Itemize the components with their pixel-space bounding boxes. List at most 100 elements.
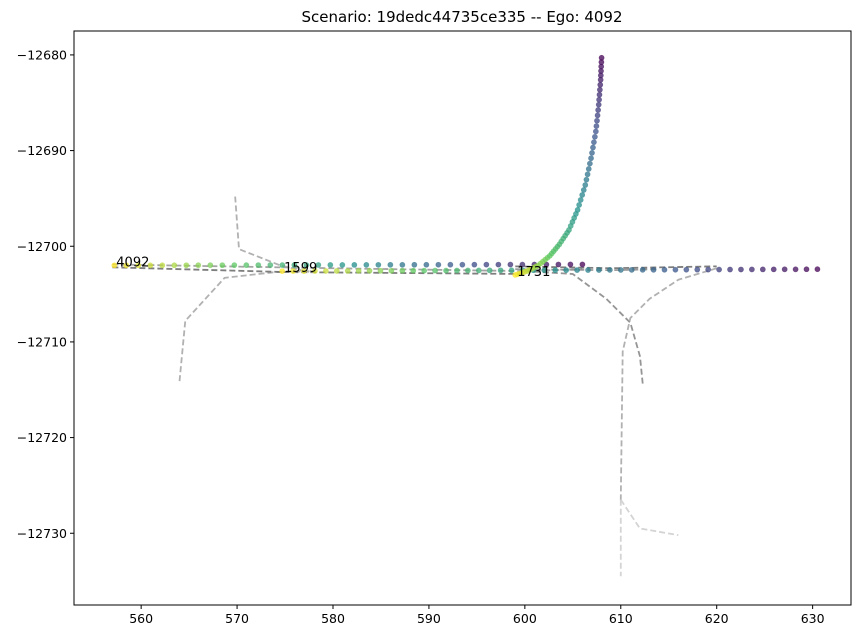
trajectory-point-1731 (592, 128, 599, 135)
trajectory-point-1599 (410, 267, 417, 274)
agent-label-1731: 1731 (517, 265, 550, 280)
y-tick-label: −12680 (17, 47, 67, 62)
trajectory-point-4092 (375, 261, 382, 268)
trajectory-point-1599 (606, 267, 613, 273)
trajectory-point-4092 (291, 262, 298, 268)
trajectory-point-1731 (590, 144, 596, 151)
trajectory-point-4092 (579, 261, 586, 268)
agent-label-1599: 1599 (284, 261, 317, 276)
lane-line-4 (112, 266, 525, 275)
trajectory-point-1599 (541, 267, 548, 274)
trajectory-point-1731 (574, 206, 581, 213)
trajectory-point-1731 (586, 160, 593, 167)
trajectory-point-1599 (399, 267, 406, 274)
trajectory-point-1599 (716, 266, 723, 273)
trajectory-point-1599 (563, 267, 570, 274)
trajectory-point-1599 (781, 266, 788, 273)
trajectory-point-1731 (596, 86, 603, 93)
trajectory-point-1731 (596, 91, 603, 98)
trajectory-point-1599 (552, 267, 559, 274)
trajectory-point-1731 (593, 123, 600, 129)
trajectory-point-1599 (596, 267, 602, 273)
trajectory-points (111, 54, 821, 278)
trajectory-point-1599 (508, 267, 515, 274)
trajectory-point-4092 (567, 261, 574, 268)
trajectory-point-4092 (363, 261, 370, 268)
trajectory-point-1731 (597, 81, 604, 88)
trajectory-point-1731 (583, 176, 590, 183)
trajectory-point-1731 (594, 112, 601, 119)
trajectory-point-4092 (279, 262, 286, 268)
plot-frame (73, 30, 852, 606)
lane-line-7 (524, 270, 644, 386)
trajectory-point-1599 (727, 266, 733, 273)
trajectory-point-1599 (672, 266, 679, 273)
trajectory-point-1599 (683, 266, 690, 273)
trajectory-point-4092 (123, 262, 130, 269)
trajectory-point-1599 (803, 266, 810, 273)
y-tick-label: −12690 (17, 143, 67, 158)
trajectory-point-4092 (111, 262, 118, 269)
trajectory-point-1599 (650, 266, 657, 273)
trajectory-point-4092 (483, 261, 490, 268)
trajectory-point-4092 (327, 262, 334, 268)
trajectory-point-1731 (585, 166, 592, 172)
trajectory-point-4092 (507, 261, 514, 268)
trajectory-point-4092 (447, 261, 454, 268)
trajectory-point-1731 (584, 171, 591, 178)
agent-label-4092: 4092 (116, 255, 149, 270)
trajectory-point-4092 (171, 262, 178, 269)
trajectory-point-1599 (312, 268, 318, 274)
trajectory-point-1599 (322, 268, 329, 274)
trajectory-point-4092 (147, 262, 154, 269)
trajectory-point-1731 (595, 107, 602, 113)
trajectory-point-1599 (770, 266, 777, 273)
trajectory-point-1599 (333, 268, 340, 274)
trajectory-point-1731 (579, 192, 586, 198)
trajectory-point-1599 (585, 267, 591, 273)
x-tick-label: 610 (609, 611, 633, 626)
trajectory-point-1599 (628, 266, 635, 273)
trajectory-point-4092 (243, 262, 250, 269)
trajectory-point-4092 (423, 261, 430, 268)
trajectory-point-4092 (555, 261, 562, 268)
trajectory-point-4092 (255, 262, 262, 268)
trajectory-point-4092 (231, 262, 238, 269)
y-tick-label: −12730 (17, 526, 67, 541)
trajectory-point-1599 (377, 267, 384, 274)
x-tick-label: 560 (129, 611, 153, 626)
trajectory-point-1599 (290, 268, 296, 274)
trajectory-point-1731 (594, 117, 600, 124)
trajectory-point-4092 (183, 262, 190, 269)
x-tick-label: 570 (225, 611, 249, 626)
trajectory-point-4092 (471, 261, 478, 268)
trajectory-point-4092 (315, 262, 322, 268)
trajectory-point-1731 (588, 155, 594, 162)
trajectory-point-1599 (639, 266, 646, 273)
trajectory-point-1599 (454, 267, 460, 274)
trajectory-point-4092 (135, 262, 142, 269)
trajectory-point-1731 (582, 182, 589, 188)
trajectory-point-4092 (207, 262, 214, 269)
trajectory-point-1731 (580, 187, 587, 193)
x-tick-label: 630 (801, 611, 825, 626)
trajectory-point-1731 (576, 202, 583, 208)
trajectory-point-4092 (219, 262, 226, 269)
trajectory-point-4092 (195, 262, 202, 269)
trajectory-point-1599 (705, 266, 712, 273)
trajectory-point-4092 (159, 262, 166, 269)
x-tick-label: 620 (705, 611, 729, 626)
trajectory-point-4092 (303, 262, 310, 268)
trajectory-point-1731 (591, 139, 597, 146)
trajectory-point-4092 (351, 261, 358, 268)
trajectory-point-1599 (814, 266, 821, 273)
trajectory-point-1599 (486, 267, 493, 274)
trajectory-point-1599 (344, 267, 351, 274)
trajectory-point-1599 (366, 267, 373, 274)
trajectory-point-4092 (387, 261, 394, 268)
trajectory-point-1731 (589, 149, 595, 156)
y-tick-label: −12720 (17, 430, 67, 445)
trajectory-point-4092 (495, 261, 502, 268)
